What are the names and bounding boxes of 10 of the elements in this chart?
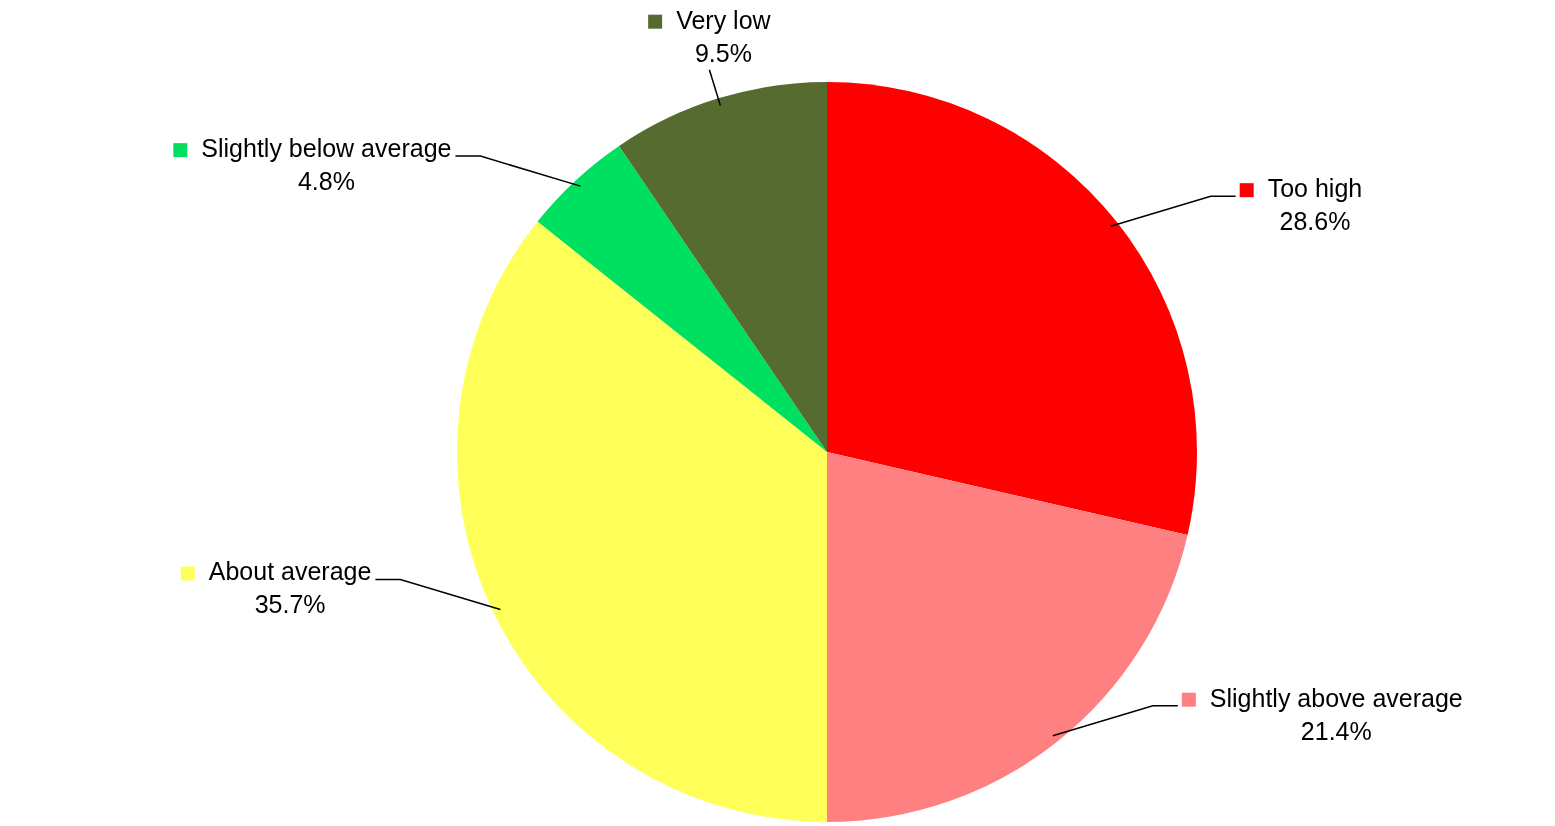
legend-label: Very low [676, 5, 772, 34]
data-label: 28.6% [1279, 207, 1351, 236]
legend-label: Slightly below average [201, 134, 452, 163]
legend-label: Slightly above average [1209, 683, 1463, 712]
data-label: 21.4% [1300, 716, 1372, 745]
data-label: 9.5% [694, 38, 752, 67]
data-label: 35.7% [254, 590, 326, 619]
legend-label: About average [208, 557, 372, 586]
legend-label: Too high [1267, 174, 1363, 203]
data-label: 4.8% [297, 167, 355, 196]
